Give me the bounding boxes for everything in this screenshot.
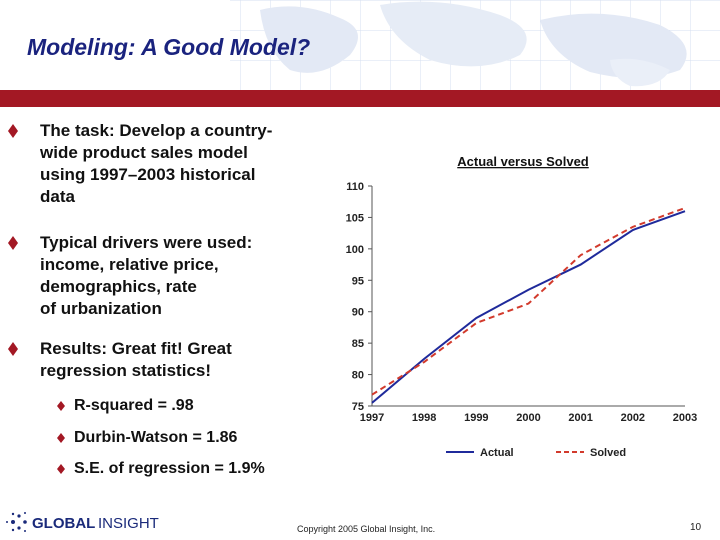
y-tick-label: 100 — [346, 244, 364, 256]
bullet-line: data — [40, 187, 75, 206]
bullet-line: regression statistics! — [40, 361, 212, 380]
header-divider-bar — [0, 90, 720, 107]
bullet-line: using 1997–2003 historical — [40, 165, 256, 184]
legend-label-actual: Actual — [480, 447, 514, 459]
bullet-line: of urbanization — [40, 299, 162, 318]
diamond-bullet-icon — [57, 401, 65, 411]
bullet-line: The task: Develop a country- — [40, 121, 273, 140]
y-tick-label: 105 — [346, 212, 364, 224]
copyright-notice: Copyright 2005 Global Insight, Inc. — [297, 524, 436, 534]
x-tick-label: 2000 — [516, 412, 540, 424]
x-tick-label: 2001 — [568, 412, 592, 424]
y-tick-label: 95 — [352, 275, 364, 287]
x-tick-label: 2003 — [673, 412, 697, 424]
diamond-bullet-icon — [8, 236, 18, 250]
y-tick-label: 110 — [346, 181, 364, 193]
y-tick-label: 75 — [352, 401, 364, 413]
diamond-bullet-icon — [8, 342, 18, 356]
actual-vs-solved-chart: Actual versus Solved 75 80 85 90 95 100 105 110 1… — [346, 154, 698, 459]
bullet-line: income, relative price, — [40, 255, 219, 274]
logo-text-insight: INSIGHT — [98, 515, 159, 532]
x-tick-label: 1997 — [360, 412, 384, 424]
global-insight-logo: GLOBAL INSIGHT — [6, 512, 159, 532]
diamond-bullet-icon — [57, 464, 65, 474]
diamond-bullet-icon — [57, 433, 65, 443]
chart-title: Actual versus Solved — [457, 154, 589, 169]
bullet-line: wide product sales model — [40, 143, 248, 162]
series-line-solved — [371, 207, 686, 396]
bullet-line: Results: Great fit! Great — [40, 339, 232, 358]
slide-header: Modeling: A Good Model? — [0, 0, 720, 90]
slide-title: Modeling: A Good Model? — [27, 34, 311, 60]
world-map-background — [0, 0, 720, 90]
y-tick-label: 85 — [352, 338, 364, 350]
x-tick-label: 1998 — [412, 412, 436, 424]
diamond-bullet-icon — [8, 124, 18, 138]
legend-label-solved: Solved — [590, 447, 626, 459]
series-line-actual — [371, 210, 686, 404]
x-tick-label: 1999 — [464, 412, 488, 424]
bullet-line: Typical drivers were used: — [40, 233, 253, 252]
bullet-line: demographics, rate — [40, 277, 197, 296]
x-tick-label: 2002 — [621, 412, 645, 424]
y-tick-label: 80 — [352, 370, 364, 382]
page-number: 10 — [690, 522, 702, 533]
logo-text-global: GLOBAL — [32, 515, 95, 532]
y-tick-label: 90 — [352, 307, 364, 319]
